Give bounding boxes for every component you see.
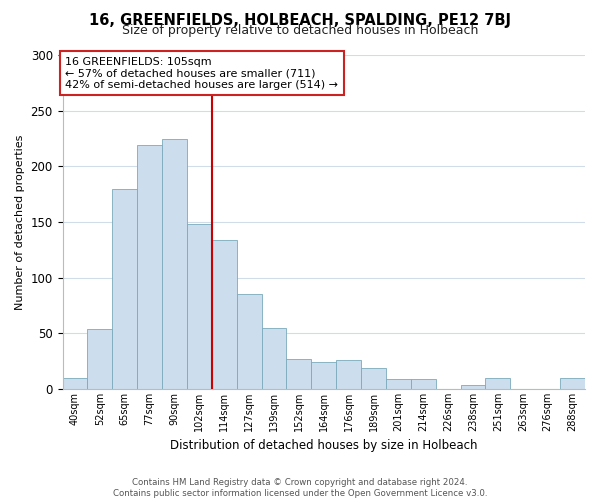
Bar [361,368,386,389]
Bar [336,360,361,389]
Text: Size of property relative to detached houses in Holbeach: Size of property relative to detached ho… [122,24,478,37]
Bar [311,362,336,389]
Bar [262,328,286,389]
Bar [485,378,511,389]
Bar [62,378,88,389]
Text: 16, GREENFIELDS, HOLBEACH, SPALDING, PE12 7BJ: 16, GREENFIELDS, HOLBEACH, SPALDING, PE1… [89,12,511,28]
Bar [162,138,187,389]
X-axis label: Distribution of detached houses by size in Holbeach: Distribution of detached houses by size … [170,440,478,452]
Bar [236,294,262,389]
Bar [112,188,137,389]
Bar [286,359,311,389]
Y-axis label: Number of detached properties: Number of detached properties [15,134,25,310]
Bar [88,329,112,389]
Bar [187,224,212,389]
Bar [386,379,411,389]
Bar [411,379,436,389]
Bar [212,240,236,389]
Text: Contains HM Land Registry data © Crown copyright and database right 2024.
Contai: Contains HM Land Registry data © Crown c… [113,478,487,498]
Bar [560,378,585,389]
Text: 16 GREENFIELDS: 105sqm
← 57% of detached houses are smaller (711)
42% of semi-de: 16 GREENFIELDS: 105sqm ← 57% of detached… [65,56,338,90]
Bar [137,145,162,389]
Bar [461,384,485,389]
